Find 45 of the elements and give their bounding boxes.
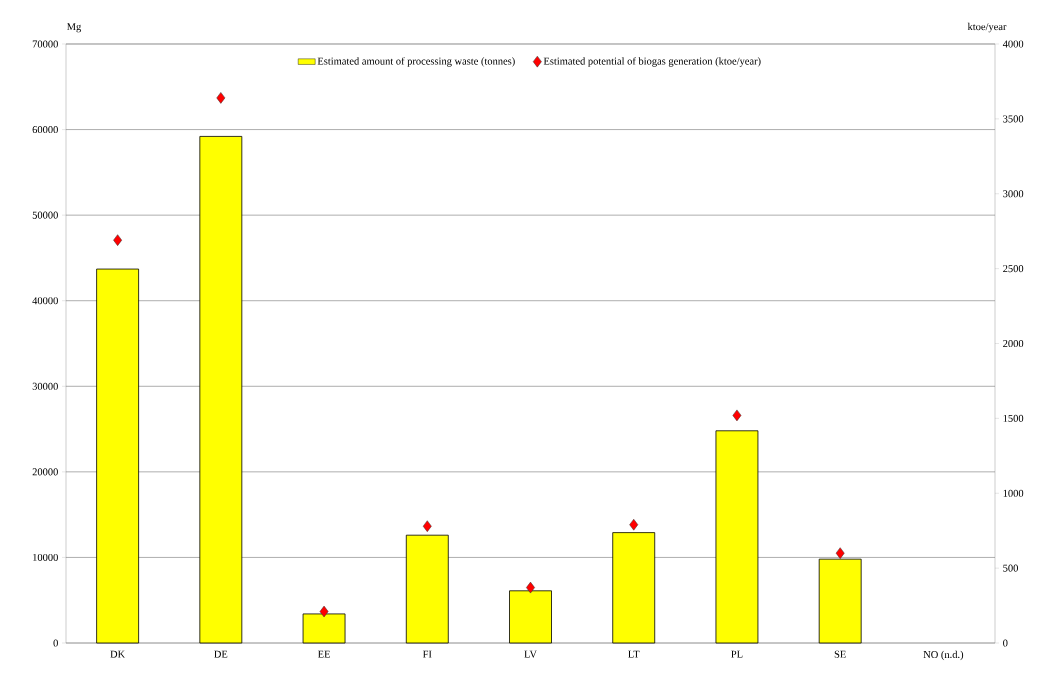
x-tick-label: LV bbox=[524, 650, 537, 658]
bar bbox=[405, 534, 449, 644]
y-tick-label: 40000 bbox=[32, 297, 58, 305]
point bbox=[835, 547, 845, 559]
y2-tick-label: 3000 bbox=[1003, 190, 1024, 198]
y-tick-label: 0 bbox=[53, 639, 58, 647]
point bbox=[422, 520, 432, 532]
x-tick-label: NO (n.d.) bbox=[923, 650, 964, 661]
bar bbox=[96, 268, 140, 644]
y-tick-label: 50000 bbox=[32, 211, 58, 219]
x-tick-label: SE bbox=[834, 650, 846, 658]
y2-tick-label: 1000 bbox=[1003, 489, 1024, 497]
legend-label: Estimated amount of processing waste (tonnes) bbox=[317, 57, 515, 67]
x-tick-label: DE bbox=[214, 650, 228, 658]
bar bbox=[818, 558, 862, 644]
point bbox=[113, 234, 122, 246]
y2-tick-label: 2000 bbox=[1003, 339, 1024, 348]
point bbox=[216, 92, 226, 104]
bar bbox=[509, 590, 552, 644]
bar bbox=[612, 532, 656, 644]
y2-axis-title: ktoe/year bbox=[967, 22, 1007, 33]
y2-tick-label: 2500 bbox=[1003, 265, 1024, 273]
y2-tick-label: 4000 bbox=[1002, 40, 1024, 48]
x-tick-label: LT bbox=[628, 650, 640, 658]
bar bbox=[302, 613, 346, 644]
x-tick-label: EE bbox=[317, 650, 330, 658]
point bbox=[319, 605, 329, 618]
y-tick-label: 60000 bbox=[32, 126, 58, 134]
x-tick-label: FI bbox=[422, 650, 432, 658]
y2-tick-label: 1500 bbox=[1003, 414, 1024, 422]
bar bbox=[199, 136, 243, 644]
y2-tick-label: 3500 bbox=[1003, 115, 1024, 123]
y-tick-label: 10000 bbox=[33, 553, 58, 561]
y2-tick-label: 500 bbox=[1003, 564, 1018, 572]
y-tick-label: 30000 bbox=[32, 382, 58, 390]
x-tick-label: DK bbox=[110, 650, 126, 658]
y-tick-label: 20000 bbox=[32, 468, 58, 476]
y-tick-label: 70000 bbox=[32, 40, 58, 48]
legend-label: Estimated potential of biogas generation (ktoe/year) bbox=[543, 57, 761, 67]
y2-tick-label: 0 bbox=[1003, 639, 1008, 647]
y-axis-title: Mg bbox=[67, 23, 82, 33]
x-tick-label: PL bbox=[731, 650, 743, 658]
point bbox=[629, 518, 639, 531]
point bbox=[732, 409, 742, 422]
bar bbox=[715, 430, 759, 644]
